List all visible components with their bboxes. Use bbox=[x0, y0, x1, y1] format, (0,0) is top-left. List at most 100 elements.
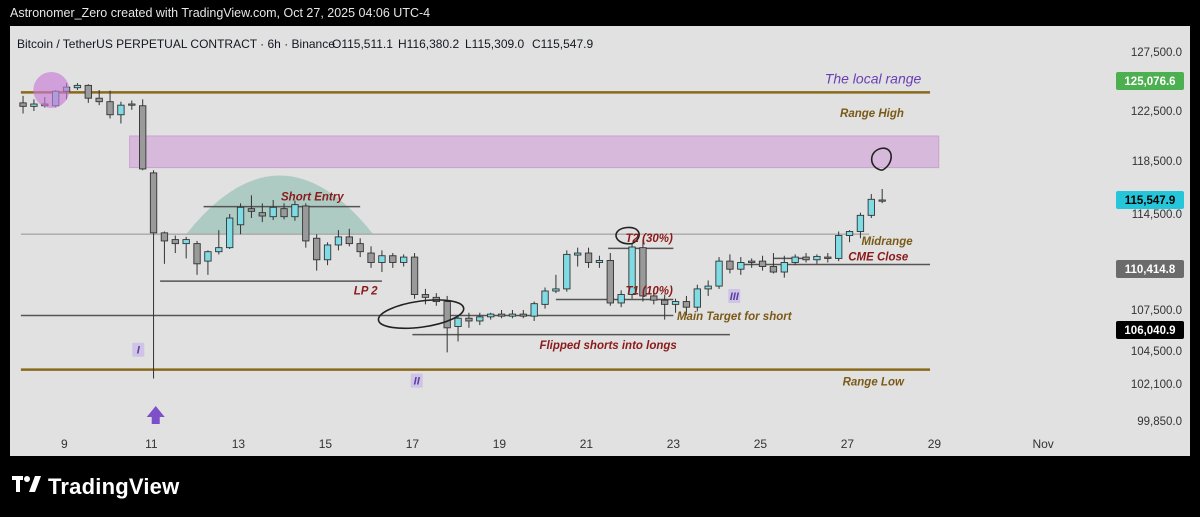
candle-body bbox=[769, 266, 778, 273]
candle bbox=[650, 293, 658, 305]
candle-body bbox=[171, 239, 179, 245]
candle-body bbox=[878, 199, 886, 202]
rounding-top-shape bbox=[186, 175, 374, 235]
candle-body bbox=[682, 301, 691, 308]
loop-mark bbox=[615, 226, 640, 245]
candle bbox=[215, 230, 223, 255]
candle-body bbox=[835, 235, 843, 259]
candle-body bbox=[421, 294, 430, 298]
candle-body bbox=[574, 252, 582, 256]
candle bbox=[704, 280, 712, 296]
candle bbox=[302, 203, 310, 248]
candle-body bbox=[530, 303, 538, 317]
candle-body bbox=[639, 247, 647, 297]
candle bbox=[813, 254, 821, 264]
candle bbox=[117, 101, 125, 124]
annotation-label: Main Target for short bbox=[677, 311, 793, 323]
candle-body bbox=[149, 172, 158, 234]
candle bbox=[323, 242, 332, 266]
candle bbox=[182, 236, 190, 259]
candle bbox=[30, 99, 38, 111]
candle bbox=[443, 295, 451, 353]
candle bbox=[715, 257, 723, 289]
candle-body bbox=[508, 313, 517, 317]
candle-body bbox=[650, 295, 658, 301]
candle-body bbox=[73, 84, 82, 89]
candle-body bbox=[128, 103, 136, 106]
price-badge bbox=[1116, 321, 1184, 339]
candle bbox=[171, 235, 179, 254]
price-badge bbox=[1116, 191, 1184, 209]
candle-body bbox=[748, 260, 756, 263]
x-tick-label: 19 bbox=[493, 437, 507, 451]
wave-label: I bbox=[137, 345, 141, 357]
chart-panel[interactable]: The local range Range High Short Entry Midr… bbox=[10, 26, 1190, 456]
candle bbox=[73, 83, 82, 91]
candle bbox=[334, 230, 343, 251]
candle bbox=[682, 295, 691, 316]
candle bbox=[106, 90, 114, 119]
candle bbox=[574, 247, 582, 267]
tradingview-logo-icon bbox=[12, 476, 41, 492]
candle-body bbox=[313, 237, 321, 261]
supply-zone bbox=[129, 135, 940, 169]
candle-body bbox=[334, 236, 343, 246]
candle-body bbox=[584, 252, 593, 263]
candle bbox=[737, 257, 745, 275]
price-chart[interactable]: The local range Range High Short Entry Midr… bbox=[10, 26, 1190, 456]
candle-body bbox=[84, 84, 92, 99]
candle bbox=[726, 254, 734, 274]
candle bbox=[878, 189, 886, 204]
rounding-top-layer bbox=[186, 175, 374, 235]
candle-body bbox=[867, 198, 875, 216]
annotation-label: Midrange bbox=[862, 236, 914, 248]
candle-body bbox=[671, 301, 680, 305]
candle-body bbox=[856, 214, 865, 232]
candle-body bbox=[519, 313, 527, 317]
candle bbox=[541, 287, 549, 309]
candle bbox=[617, 290, 625, 308]
candle-body bbox=[247, 208, 256, 212]
candle bbox=[280, 203, 288, 220]
candle bbox=[552, 274, 560, 294]
candle bbox=[291, 200, 299, 221]
candle bbox=[226, 214, 234, 250]
price-axis bbox=[1110, 26, 1190, 456]
candle-body bbox=[95, 97, 103, 103]
candle-body bbox=[291, 204, 299, 218]
candle bbox=[758, 255, 767, 271]
legend-close: C115,547.9 bbox=[532, 37, 593, 51]
candle bbox=[269, 199, 277, 221]
candle-body bbox=[628, 246, 636, 295]
candle bbox=[508, 310, 517, 319]
candle-body bbox=[726, 260, 734, 270]
candle-body bbox=[117, 104, 125, 116]
candle bbox=[791, 254, 799, 266]
x-tick-label: 25 bbox=[754, 437, 768, 451]
candle-body bbox=[595, 259, 604, 263]
candle-body bbox=[323, 244, 332, 261]
legend-high: H116,380.2 bbox=[398, 37, 459, 51]
candle-body bbox=[704, 285, 712, 290]
legend-symbol: Bitcoin / TetherUS PERPETUAL CONTRACT · … bbox=[17, 37, 335, 51]
candle bbox=[193, 240, 201, 275]
candle bbox=[824, 253, 832, 263]
x-tick-label: 11 bbox=[145, 437, 158, 451]
x-tick-label: 13 bbox=[232, 437, 246, 451]
candle bbox=[128, 100, 136, 110]
candle-body bbox=[182, 239, 190, 245]
wave-label-bg bbox=[728, 289, 741, 304]
candle-body bbox=[106, 101, 114, 116]
candle-body bbox=[302, 205, 310, 242]
y-tick-label: 122,500.0 bbox=[1131, 106, 1182, 118]
candle bbox=[519, 310, 527, 319]
wave-label: II bbox=[414, 376, 421, 388]
annotation-label: CME Close bbox=[848, 251, 909, 263]
arrow-up-icon bbox=[146, 406, 165, 424]
y-tick-label: 118,500.0 bbox=[1132, 156, 1182, 168]
x-tick-label: 23 bbox=[667, 437, 681, 451]
x-tick-label: 9 bbox=[61, 437, 68, 451]
candle-body bbox=[465, 317, 473, 322]
candle bbox=[149, 170, 158, 379]
candle bbox=[497, 310, 506, 319]
